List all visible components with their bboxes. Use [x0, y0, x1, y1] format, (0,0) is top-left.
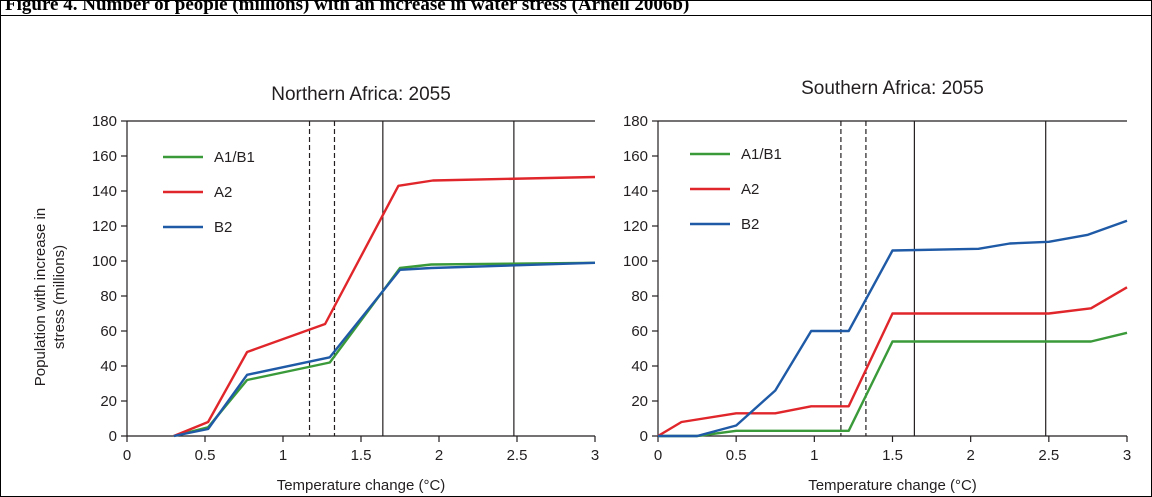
y-tick-label: 40: [100, 358, 117, 375]
x-tick-label: 3: [591, 447, 599, 464]
series-line-a2: [657, 286, 1128, 438]
x-tick-label: 1.5: [351, 447, 372, 464]
y-tick-label: 0: [109, 428, 117, 445]
y-tick-label: 100: [623, 253, 648, 270]
chart-title: Southern Africa: 2055: [801, 78, 984, 99]
legend-label: A2: [214, 184, 232, 201]
legend-label: B2: [214, 219, 232, 236]
x-tick-label: 2.5: [507, 447, 528, 464]
chart-panel-northern-africa: Northern Africa: 20550204060801001201401…: [92, 84, 599, 494]
y-tick-label: 40: [631, 358, 648, 375]
y-tick-label: 140: [623, 183, 648, 200]
x-tick-label: 2: [435, 447, 443, 464]
x-axis-label: Temperature change (°C): [277, 477, 446, 494]
y-tick-label: 120: [92, 218, 117, 235]
series-line-a1-b1: [658, 331, 1128, 438]
legend-label: A1/B1: [741, 146, 782, 163]
x-tick-label: 0: [123, 447, 131, 464]
y-tick-label: 60: [100, 323, 117, 340]
y-tick-label: 180: [92, 113, 117, 130]
y-tick-label: 0: [640, 428, 648, 445]
y-tick-label: 80: [100, 288, 117, 305]
y-tick-label: 140: [92, 183, 117, 200]
y-axis-label-line2: stress (millions): [51, 245, 68, 349]
y-tick-label: 100: [92, 253, 117, 270]
x-tick-label: 1: [810, 447, 818, 464]
legend-label: A2: [741, 181, 759, 198]
y-tick-label: 160: [92, 148, 117, 165]
series-line-a2: [173, 175, 596, 438]
y-tick-label: 160: [623, 148, 648, 165]
figure-caption: Figure 4. Number of people (millions) wi…: [5, 1, 690, 15]
x-tick-label: 0: [654, 447, 662, 464]
chart-title: Northern Africa: 2055: [271, 84, 451, 105]
x-axis-label: Temperature change (°C): [808, 477, 977, 494]
x-tick-label: 0.5: [726, 447, 747, 464]
y-tick-label: 20: [100, 393, 117, 410]
x-tick-label: 2: [966, 447, 974, 464]
x-tick-label: 1: [279, 447, 287, 464]
series-line-b2: [173, 261, 596, 438]
y-tick-label: 20: [631, 393, 648, 410]
x-tick-label: 1.5: [882, 447, 903, 464]
y-tick-label: 180: [623, 113, 648, 130]
x-tick-label: 3: [1123, 447, 1131, 464]
x-tick-label: 0.5: [195, 447, 216, 464]
chart-panel-southern-africa: Southern Africa: 20550204060801001201401…: [623, 78, 1131, 494]
caption-row: Figure 4. Number of people (millions) wi…: [1, 1, 1151, 16]
x-tick-label: 2.5: [1038, 447, 1059, 464]
series-line-b2: [658, 219, 1128, 438]
legend-label: A1/B1: [214, 149, 255, 166]
legend-label: B2: [741, 216, 759, 233]
y-tick-label: 120: [623, 218, 648, 235]
y-tick-label: 60: [631, 323, 648, 340]
y-tick-label: 80: [631, 288, 648, 305]
y-axis-label-line1: Population with increase in: [32, 208, 49, 386]
